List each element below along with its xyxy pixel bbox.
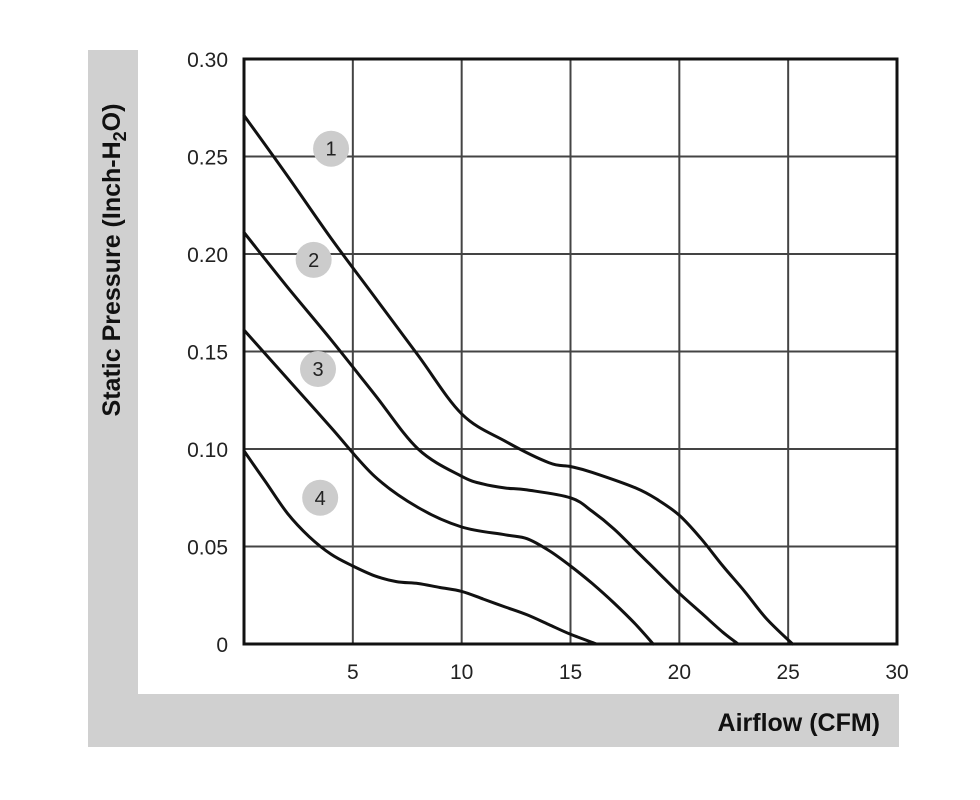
curve-badge-circle [313,130,350,167]
curve-badge-1: 1 [313,130,350,167]
x-tick-label: 10 [450,661,473,684]
curve-badge-label: 2 [308,250,319,272]
curve-3 [242,328,655,646]
curve-badge-circle [295,241,332,278]
y-axis-title: Static Pressure (Inch-H2O) [98,104,130,417]
curve-badge-3: 3 [300,351,337,388]
x-axis-title: Airflow (CFM) [718,709,880,737]
curve-4 [242,449,599,646]
curve-badge-label: 3 [312,359,323,381]
curve-1 [242,114,794,646]
curve-badge-2: 2 [295,241,332,278]
x-tick-label: 5 [347,661,359,684]
x-tick-label: 30 [885,661,908,684]
axis-panel-bottom [88,694,899,747]
y-axis-title-prefix: Static Pressure (Inch-H [98,141,126,416]
y-tick-label: 0.25 [187,147,228,170]
y-axis-title-subscript: 2 [110,131,130,141]
curve-badge-4: 4 [302,479,339,516]
curve-badge-label: 1 [326,139,337,161]
curve-2 [242,231,740,646]
y-tick-label: 0.10 [187,439,228,462]
y-tick-labels: 0 0.05 0.10 0.15 0.20 0.25 0.30 [187,49,228,657]
curve-labels: 1 2 3 4 [295,130,350,516]
y-tick-label: 0.30 [187,49,228,72]
plot-frame [242,57,899,646]
x-tick-label: 15 [559,661,582,684]
curves [242,114,794,646]
y-tick-label: 0.15 [187,342,228,365]
curve-badge-circle [300,351,337,388]
x-tick-label: 20 [668,661,691,684]
y-tick-label: 0.20 [187,244,228,267]
curve-badge-circle [302,479,339,516]
axis-panel-left [88,50,138,747]
x-tick-labels: 5 10 15 20 25 30 [347,661,909,684]
x-tick-label: 25 [776,661,799,684]
curve-badge-label: 4 [315,488,326,510]
y-tick-label: 0.05 [187,537,228,560]
y-tick-label: 0 [216,634,228,657]
y-axis-title-suffix: O) [98,104,126,132]
